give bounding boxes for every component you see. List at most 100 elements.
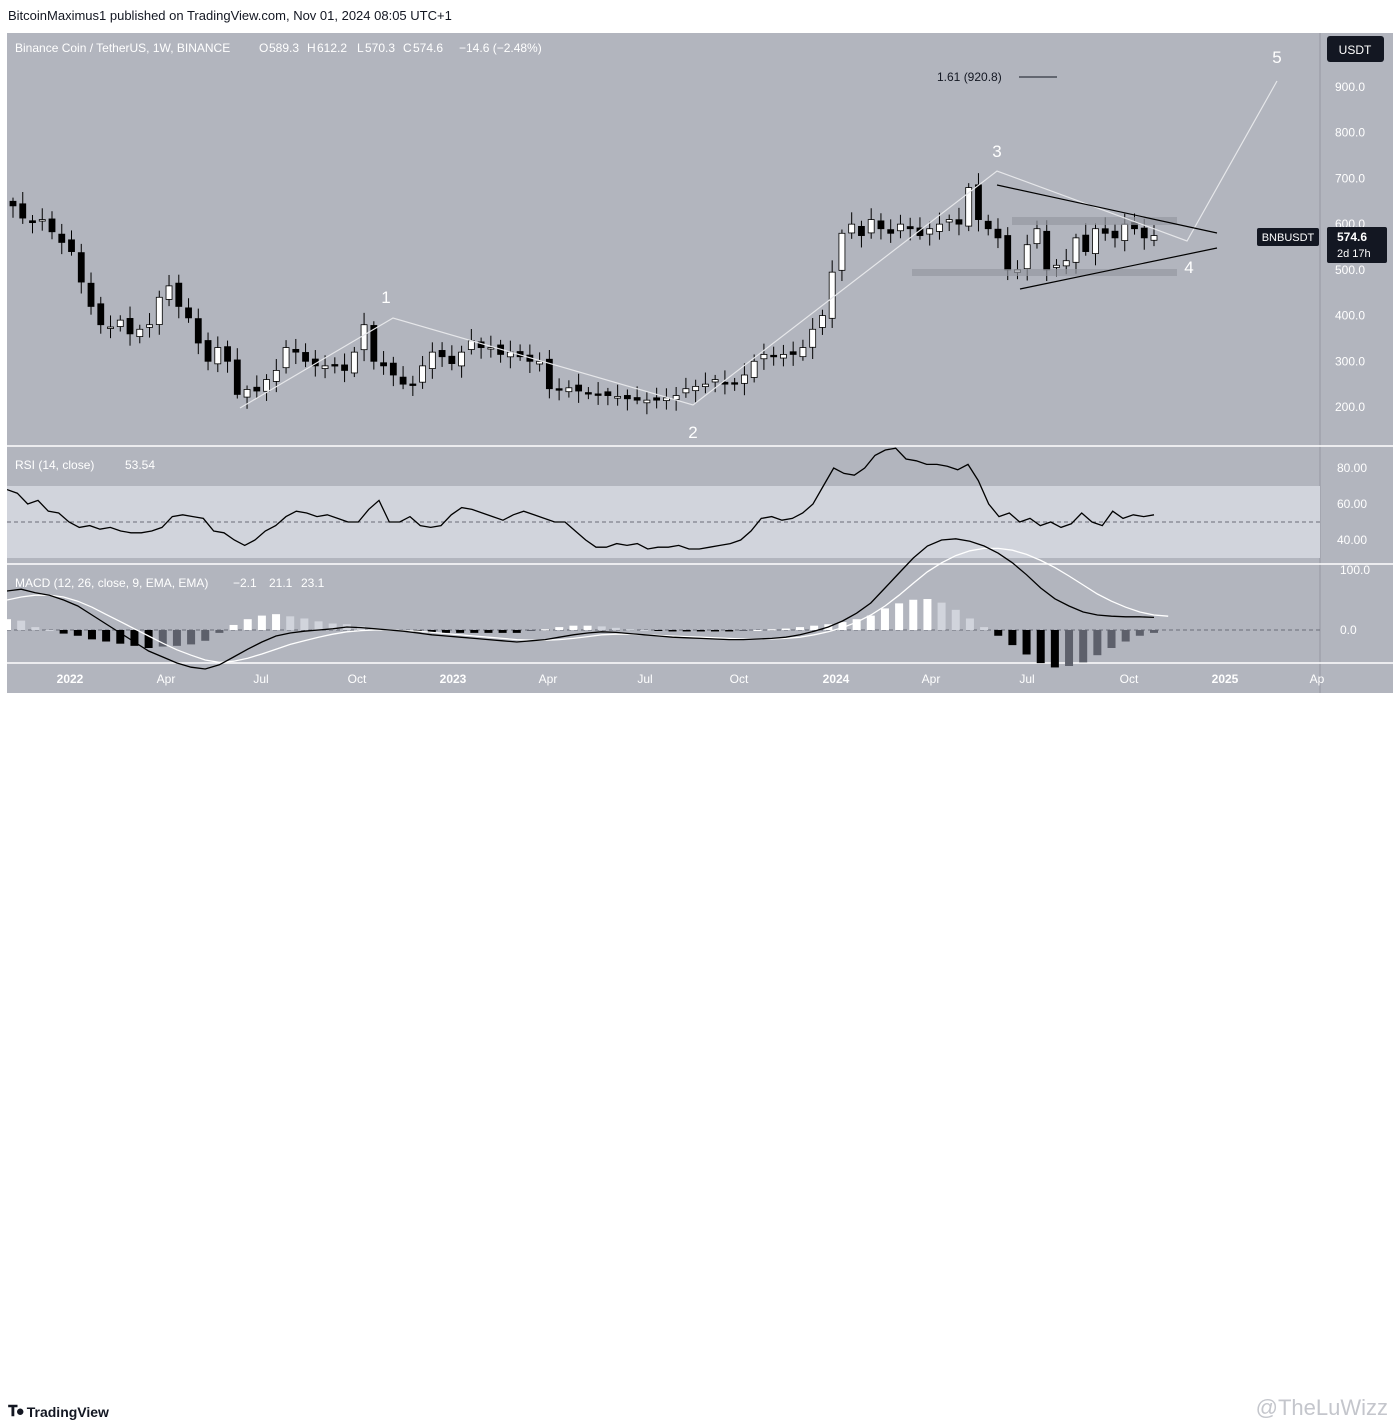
price-tick-label: 500.0 [1335,263,1365,277]
ohlc-readout: O 589.3 H 612.2 L 570.3 C 574.6 −14.6 (−… [259,41,542,55]
candle-up [945,219,953,223]
time-tick-label: Apr [157,672,176,686]
macd-histogram-bar [810,625,819,630]
price-tick-label: 700.0 [1335,171,1365,185]
candle-down [1043,230,1051,271]
candle-down [389,362,397,376]
candle-up [614,396,622,399]
rsi-line [7,447,1155,550]
macd-histogram-bar [73,630,82,636]
time-tick-label: 2025 [1212,672,1239,686]
last-price-tag [1327,227,1387,263]
candle-up [711,379,719,383]
price-pane[interactable]: Binance Coin / TetherUS, 1W, BINANCE O 5… [9,36,1387,442]
macd-histogram-bar [102,630,111,642]
macd-value-2: 21.1 [269,576,293,590]
macd-line [7,538,1155,670]
ohlc-l-label: L [357,41,364,55]
candle-down [975,184,982,220]
macd-histogram-bar [257,615,266,630]
macd-histogram-bar [17,620,26,630]
candle-up [819,315,826,328]
candle-down [97,303,105,326]
candle-up [780,354,787,359]
candle-down [545,358,553,390]
time-axis[interactable]: 2022 Apr Jul Oct 2023 Apr Jul Oct 2024 Apr Jul Oct 2… [57,672,1325,686]
candle-up [467,340,475,350]
candle-down [68,239,75,252]
macd-histogram-bar [1150,630,1158,633]
macd-histogram-bar [852,619,861,630]
candle-down [448,355,456,364]
candle-up [643,399,651,404]
time-tick-label: Oct [1120,672,1139,686]
rsi-tick-label: 80.00 [1337,461,1367,475]
time-tick-label: Oct [730,672,749,686]
ohlc-l-value: 570.3 [365,41,395,55]
candle-up [458,351,465,367]
macd-histogram-bar [59,630,68,634]
macd-histogram-bar [611,627,620,630]
macd-histogram-bar [229,624,238,630]
macd-histogram-bar [31,627,40,630]
candle-down [1101,228,1109,234]
macd-title: MACD (12, 26, close, 9, EMA, EMA) [15,576,208,590]
macd-value-3: 23.1 [301,576,325,590]
macd-histogram-bar [1008,630,1017,646]
currency-button[interactable] [1327,36,1384,62]
candle-down [604,391,612,396]
macd-histogram-bar [456,630,465,633]
candle-down [916,227,924,236]
candle-down [1140,227,1148,239]
tradingview-logo-text: TradingView [26,1403,109,1420]
candle-up [136,328,144,337]
macd-histogram-bar [187,630,196,645]
candle-down [887,229,895,234]
rsi-pane[interactable]: 40.00 60.00 80.00 RSI (14, close) 53.54 [7,447,1367,558]
tradingview-logo[interactable]: 𝐓● TradingView [8,1403,109,1420]
chart-frame[interactable]: Binance Coin / TetherUS, 1W, BINANCE O 5… [7,33,1393,693]
candle-up [848,223,856,234]
time-tick-label: Apr [539,672,558,686]
candle-up [360,324,368,351]
candle-down [370,325,378,362]
candle-down [9,200,17,207]
candle-down [253,386,261,392]
macd-pane[interactable]: 0.0 100.0 MACD (12, 26, close, 9, EMA, EM… [7,538,1370,670]
candle-up [760,354,768,360]
macd-histogram-bar [711,630,720,632]
candle-up [155,296,163,325]
price-tick-label: 800.0 [1335,126,1365,140]
candle-up [536,360,544,365]
candle-down [331,364,339,367]
macd-value-1: −2.1 [233,576,257,590]
macd-histogram-bar [172,630,181,646]
bottom-bar: 𝐓● TradingView @TheLuWizz [0,696,1400,1420]
macd-histogram-bar [654,630,663,631]
candle-down [341,364,348,371]
candle-down [175,282,183,307]
macd-histogram-bar [682,630,691,632]
candle-down [126,318,134,335]
candle-up [936,223,943,232]
macd-histogram-bar [272,614,281,630]
candle-up [565,387,573,393]
candle-down [770,354,778,358]
rsi-ticks: 40.00 60.00 80.00 [1337,461,1367,547]
macd-histogram-bar [1036,630,1045,664]
last-price-countdown: 2d 17h [1337,248,1371,260]
candle-up [1023,244,1031,270]
ohlc-h-value: 612.2 [317,41,347,55]
candle-down [994,228,1002,239]
macd-histogram-bar [923,599,932,630]
candle-up [243,389,251,398]
candle-up [828,271,836,319]
macd-tick-label: 100.0 [1340,563,1370,577]
last-price-value: 574.6 [1337,230,1367,244]
candle-down [623,395,631,400]
price-axis-panel [1320,33,1393,693]
candle-up [799,347,807,358]
time-tick-label: 2023 [440,672,467,686]
macd-histogram-bar [795,627,804,630]
macd-histogram-bar [880,608,889,630]
